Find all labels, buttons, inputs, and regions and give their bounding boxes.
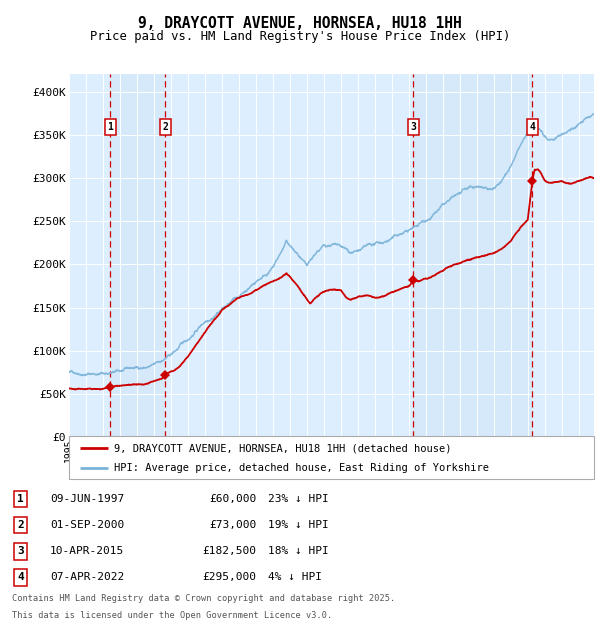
Text: 4% ↓ HPI: 4% ↓ HPI [268, 572, 322, 582]
Text: £73,000: £73,000 [209, 520, 256, 530]
Text: 09-JUN-1997: 09-JUN-1997 [50, 494, 124, 504]
Text: 9, DRAYCOTT AVENUE, HORNSEA, HU18 1HH (detached house): 9, DRAYCOTT AVENUE, HORNSEA, HU18 1HH (d… [113, 443, 451, 453]
Text: 3: 3 [17, 546, 24, 556]
Text: 01-SEP-2000: 01-SEP-2000 [50, 520, 124, 530]
Text: 18% ↓ HPI: 18% ↓ HPI [268, 546, 329, 556]
Text: HPI: Average price, detached house, East Riding of Yorkshire: HPI: Average price, detached house, East… [113, 463, 488, 473]
Text: £295,000: £295,000 [202, 572, 256, 582]
Text: 4: 4 [529, 122, 535, 132]
Text: 3: 3 [410, 122, 416, 132]
Text: 10-APR-2015: 10-APR-2015 [50, 546, 124, 556]
Text: £182,500: £182,500 [202, 546, 256, 556]
Text: This data is licensed under the Open Government Licence v3.0.: This data is licensed under the Open Gov… [12, 611, 332, 620]
Text: 2: 2 [163, 122, 168, 132]
Text: 9, DRAYCOTT AVENUE, HORNSEA, HU18 1HH: 9, DRAYCOTT AVENUE, HORNSEA, HU18 1HH [138, 16, 462, 30]
Text: £60,000: £60,000 [209, 494, 256, 504]
Text: 19% ↓ HPI: 19% ↓ HPI [268, 520, 329, 530]
Text: 23% ↓ HPI: 23% ↓ HPI [268, 494, 329, 504]
Text: 07-APR-2022: 07-APR-2022 [50, 572, 124, 582]
Text: 2: 2 [17, 520, 24, 530]
Bar [413, 74, 532, 437]
Bar [110, 74, 166, 437]
Text: 1: 1 [107, 122, 113, 132]
Text: Contains HM Land Registry data © Crown copyright and database right 2025.: Contains HM Land Registry data © Crown c… [12, 594, 395, 603]
Text: 4: 4 [17, 572, 24, 582]
Text: Price paid vs. HM Land Registry's House Price Index (HPI): Price paid vs. HM Land Registry's House … [90, 30, 510, 43]
Text: 1: 1 [17, 494, 24, 504]
